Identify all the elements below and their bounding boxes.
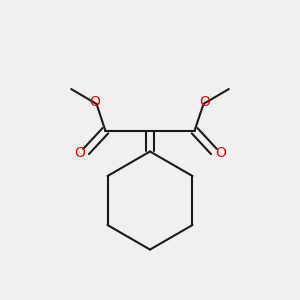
Text: O: O xyxy=(215,146,226,160)
Text: O: O xyxy=(74,146,85,160)
Text: O: O xyxy=(90,94,101,109)
Text: O: O xyxy=(200,94,210,109)
